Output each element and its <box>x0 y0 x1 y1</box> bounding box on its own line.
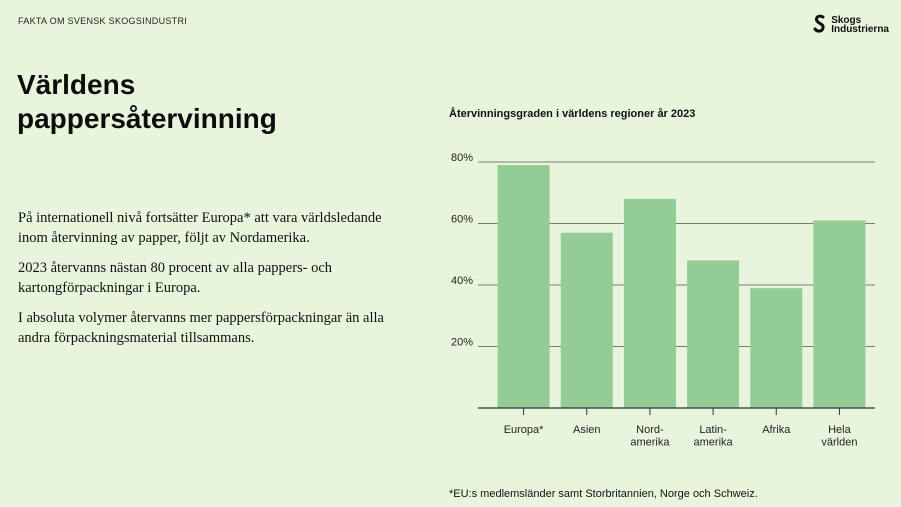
chart-title: Återvinningsgraden i världens regioner å… <box>449 108 696 120</box>
x-tick-label: Nord- <box>636 424 664 436</box>
bar <box>687 260 740 408</box>
y-tick-label: 40% <box>451 275 473 287</box>
y-tick-label: 20% <box>451 337 473 349</box>
bar <box>623 198 676 408</box>
footnote: *EU:s medlemsländer samt Storbritannien,… <box>449 488 758 500</box>
y-tick-label: 60% <box>451 214 473 226</box>
x-tick-label: världen <box>821 437 857 449</box>
x-tick-label: Europa* <box>504 424 544 436</box>
bar <box>750 288 803 408</box>
logo-line2: Industrierna <box>831 24 889 35</box>
x-tick-label: Hela <box>828 424 852 436</box>
body-text: På internationell nivå fortsätter Europa… <box>18 208 398 358</box>
paragraph-2: 2023 återvanns nästan 80 procent av alla… <box>18 260 333 296</box>
bar <box>497 165 550 408</box>
y-tick-label: 80% <box>451 152 473 164</box>
paragraph-1: På internationell nivå fortsätter Europa… <box>18 210 382 246</box>
bar <box>560 232 613 408</box>
bar <box>813 220 866 408</box>
logo-line1: Skogs <box>831 15 862 26</box>
x-tick-label: amerika <box>694 437 734 449</box>
paragraph-3: I absoluta volymer återvanns mer pappers… <box>18 310 384 346</box>
logo-wordmark: Skogs Industrierna <box>831 15 889 35</box>
logo[interactable]: Skogs Industrierna <box>812 14 889 36</box>
skogsindustrierna-logo-icon <box>813 14 825 33</box>
x-tick-label: Asien <box>573 424 601 436</box>
kicker: FAKTA OM SVENSK SKOGSINDUSTRI <box>18 16 188 26</box>
x-tick-label: Afrika <box>762 424 791 436</box>
x-tick-label: amerika <box>630 437 670 449</box>
x-tick-label: Latin- <box>699 424 727 436</box>
page-title: Världens pappersåtervinning <box>17 69 277 134</box>
